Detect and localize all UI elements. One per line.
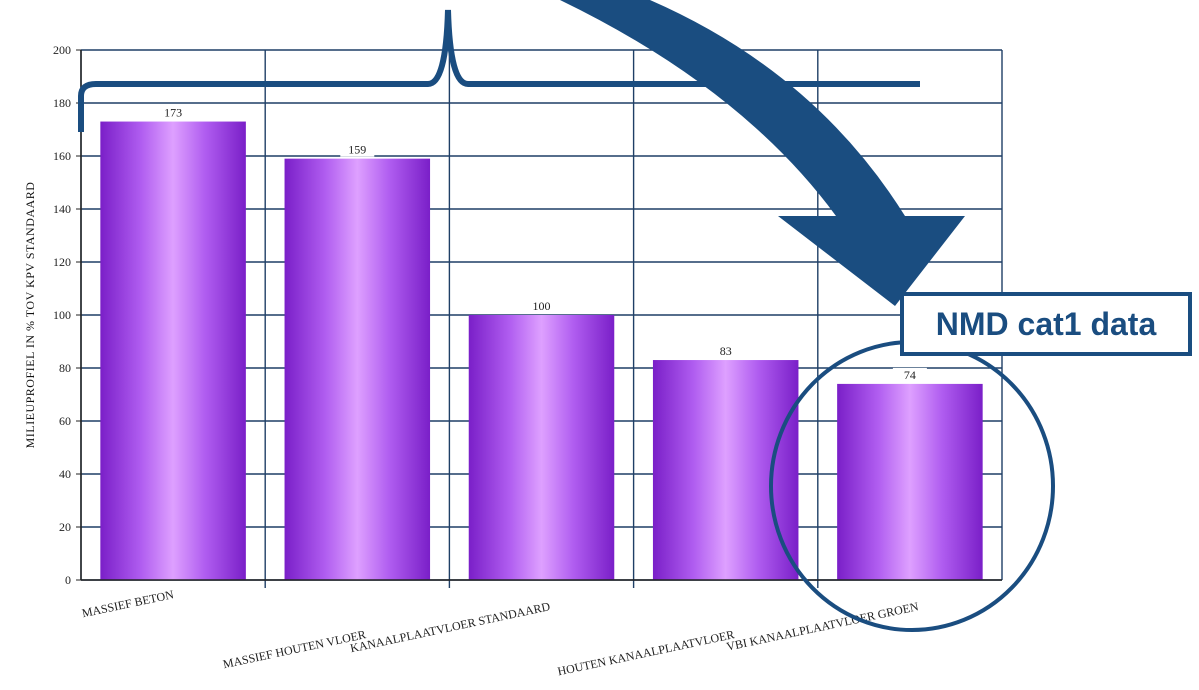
y-tick-label: 60 [59, 414, 71, 428]
data-label-bg [892, 367, 927, 382]
y-tick-label: 80 [59, 361, 71, 375]
bar [652, 360, 799, 580]
data-label-bg [340, 142, 375, 157]
y-tick-label: 0 [65, 573, 71, 587]
data-label-bg [156, 105, 191, 120]
y-axis-label: MILIEUPROFIEL IN % TOV KPV STANDAARD [23, 182, 37, 449]
category-label: KANAALPLAATVLOER STANDAARD [349, 599, 552, 655]
data-label-bg [524, 299, 559, 313]
data-label-bg [708, 344, 743, 359]
y-tick-label: 20 [59, 520, 71, 534]
bar [837, 383, 983, 580]
curved-arrow-shape [560, 0, 965, 306]
y-tick-label: 160 [53, 149, 71, 163]
data-label: 159 [348, 143, 366, 157]
bar [284, 158, 431, 580]
y-tick-label: 180 [53, 96, 71, 110]
nmd-callout-box: NMD cat1 data [900, 292, 1192, 356]
y-tick-label: 200 [53, 43, 71, 57]
bracket-shape [78, 9, 920, 132]
data-label: 173 [164, 106, 182, 120]
bar-layer: 173 159 100 83 74 [100, 105, 983, 581]
y-tick-label: 140 [53, 202, 71, 216]
y-tick-label: 120 [53, 255, 71, 269]
y-tick-label: 100 [53, 308, 71, 322]
data-label: 83 [720, 344, 732, 358]
y-tick-label: 40 [59, 467, 71, 481]
category-label: HOUTEN KANAALPLAATVLOER [556, 627, 735, 678]
category-label: MASSIEF HOUTEN VLOER [222, 627, 368, 671]
data-label: 100 [533, 299, 551, 313]
data-label: 74 [904, 368, 916, 382]
bar [468, 315, 615, 580]
category-label: MASSIEF BETON [81, 587, 176, 620]
bar [100, 121, 246, 581]
callout-text: NMD cat1 data [935, 305, 1157, 342]
